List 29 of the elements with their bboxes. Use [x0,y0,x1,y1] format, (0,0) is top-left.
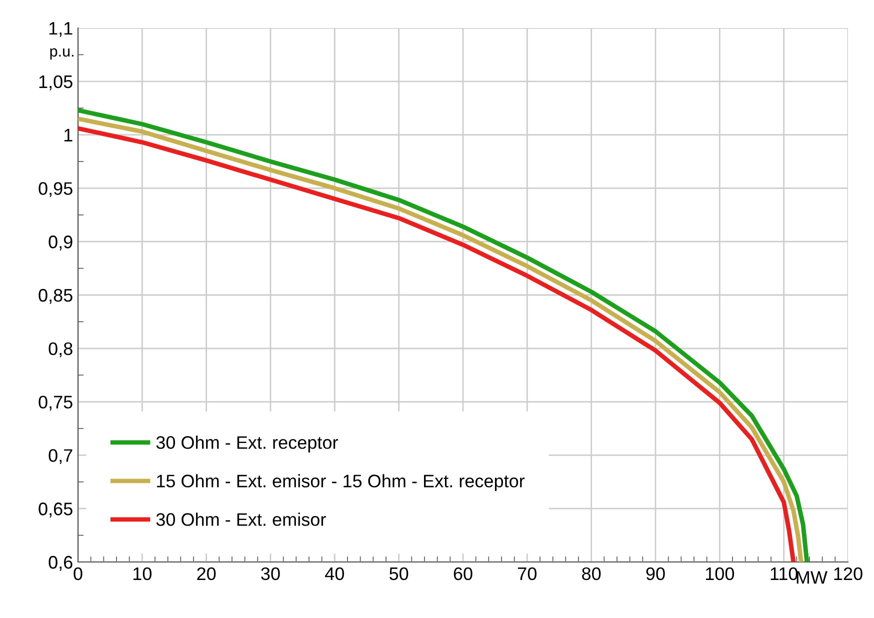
x-tick-label: 100 [706,567,734,580]
x-tick-label: 90 [646,567,665,580]
y-tick-label: 1,1 [49,22,72,37]
x-tick-label: 110 [770,567,798,580]
x-tick-label: 50 [390,567,408,580]
legend-label: 30 Ohm - Ext. receptor [156,436,338,453]
x-tick-label: 30 [261,567,280,580]
y-tick-label: 0,7 [48,449,72,464]
y-tick-label: 0,65 [38,502,72,518]
y-tick-label: 0,9 [48,236,72,250]
x-tick-label: 40 [325,567,344,580]
x-tick-label: 80 [582,567,601,580]
x-tick-label: 120 [834,567,862,580]
y-tick-label: 0,75 [38,396,72,411]
y-tick-label: 0,95 [38,182,72,198]
legend-label: 30 Ohm - Ext. emisor [156,512,326,526]
y-axis-title: p.u. [50,48,74,60]
x-tick-label: 70 [518,567,537,580]
y-tick-label: 1,05 [39,75,72,90]
y-tick-label: 1 [64,128,72,142]
x-tick-label: 20 [197,567,216,580]
legend-label: 15 Ohm - Ext. emisor - 15 Ohm - Ext. receptor [157,474,525,491]
y-tick-label: 0,85 [38,288,72,304]
x-tick-label: 60 [454,567,472,580]
x-tick-label: 0 [74,567,82,580]
y-tick-label: 0,6 [48,556,72,571]
x-axis-title: MW [796,571,828,584]
y-tick-label: 0,8 [48,342,72,358]
x-tick-label: 10 [134,567,152,580]
